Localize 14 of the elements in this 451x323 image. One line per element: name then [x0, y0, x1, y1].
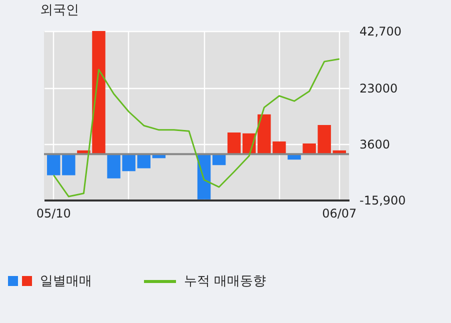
y-tick-label: -15,900: [360, 194, 406, 208]
bar: [62, 154, 76, 176]
bar: [227, 132, 241, 154]
y-tick-label: 23000: [360, 81, 398, 96]
chart-title: 외국인: [40, 3, 79, 18]
line-series: [52, 58, 340, 198]
bar: [47, 154, 60, 176]
legend-label: 누적 매매동향: [184, 273, 266, 290]
y-tick-label: 42,700: [360, 24, 402, 38]
y-tick-label: 3600: [360, 137, 390, 152]
x-tick-label: 05/10: [36, 206, 71, 220]
x-tick-label: 06/07: [322, 206, 357, 220]
bar: [212, 154, 226, 166]
legend-label: 일별매매: [40, 273, 92, 290]
